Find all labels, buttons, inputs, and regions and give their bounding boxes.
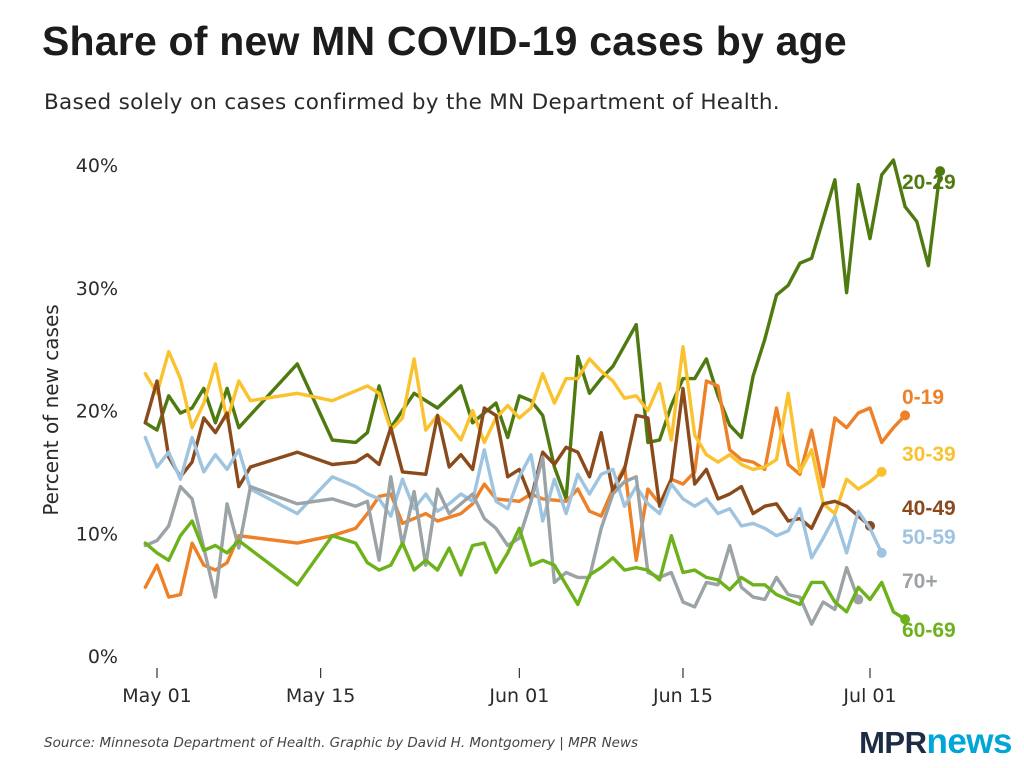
y-axis-label: Percent of new cases [39, 304, 63, 515]
series-end-dot-20-29 [935, 166, 946, 177]
logo-news-text: news [926, 722, 1012, 761]
series-end-dot-30-39 [876, 466, 887, 477]
series-line-70+ [143, 455, 860, 626]
series-label-60-69: 60-69 [902, 619, 956, 642]
x-tick-label: Jun 15 [652, 685, 713, 707]
mpr-news-logo[interactable]: MPR news [859, 722, 1012, 762]
x-tick-label: Jun 01 [488, 685, 549, 707]
chart-subtitle: Based solely on cases confirmed by the M… [44, 90, 780, 115]
series-line-20-29 [143, 158, 942, 501]
y-tick-label: 40% [76, 155, 118, 177]
x-tick-label: Jul 01 [842, 685, 896, 707]
x-tick-label: May 15 [286, 685, 356, 707]
series-line-60-69 [143, 519, 907, 621]
source-credit: Source: Minnesota Department of Health. … [44, 735, 639, 751]
series-label-0-19: 0-19 [902, 386, 944, 409]
logo-mpr-text: MPR [859, 725, 927, 760]
series-label-20-29: 20-29 [902, 171, 956, 194]
series-line-50-59 [143, 435, 884, 560]
series-label-70+: 70+ [902, 570, 938, 593]
series-line-30-39 [143, 345, 884, 516]
series-end-dot-0-19 [900, 410, 911, 421]
chart-title: Share of new MN COVID-19 cases by age [42, 18, 847, 64]
series-end-dot-50-59 [876, 547, 887, 558]
y-tick-label: 30% [76, 278, 118, 300]
y-tick-label: 20% [76, 401, 118, 423]
series-end-dot-60-69 [900, 614, 911, 625]
x-tick-label: May 01 [122, 685, 192, 707]
series-label-30-39: 30-39 [902, 443, 956, 466]
series-line-40-49 [143, 379, 872, 530]
series-line-0-19 [143, 379, 907, 599]
y-tick-label: 0% [88, 646, 118, 668]
series-end-dot-70+ [853, 594, 864, 605]
series-label-50-59: 50-59 [902, 526, 956, 549]
y-tick-label: 10% [76, 523, 118, 545]
series-label-40-49: 40-49 [902, 497, 956, 520]
